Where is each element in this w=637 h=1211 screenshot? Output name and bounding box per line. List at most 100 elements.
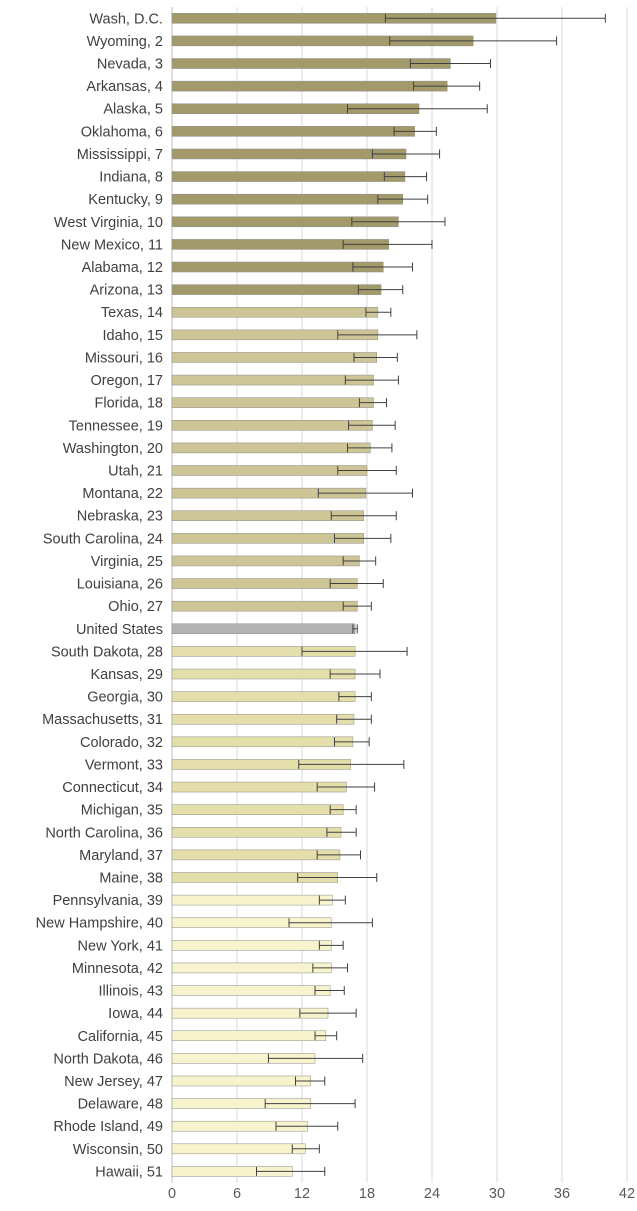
error-bar: [352, 262, 413, 272]
category-label: Hawaii, 51: [95, 1164, 163, 1180]
bars: [171, 13, 497, 1177]
error-bar: [297, 872, 378, 882]
bar: [171, 148, 407, 160]
error-bar: [342, 556, 377, 566]
error-bar: [264, 1099, 356, 1109]
category-labels: Wash, D.C. Wyoming, 2 Nevada, 3 Arkansas, 4…: [36, 11, 163, 1180]
category-label: Illinois, 43: [99, 984, 163, 1000]
gridlines: [171, 7, 628, 1183]
error-bar: [334, 533, 392, 543]
category-label: Wisconsin, 50: [73, 1142, 163, 1158]
category-label: Montana, 22: [82, 486, 163, 502]
category-label: Florida, 18: [94, 396, 163, 412]
error-bar: [337, 330, 418, 340]
category-label: New York, 41: [78, 938, 163, 954]
category-label: Maryland, 37: [79, 848, 163, 864]
bar: [171, 284, 382, 295]
error-bar: [393, 126, 437, 136]
bar: [171, 985, 331, 996]
bar: [171, 668, 356, 680]
bar: [171, 849, 341, 861]
bar: [171, 171, 406, 182]
error-bar: [348, 420, 396, 430]
error-bar: [413, 81, 481, 91]
bar: [171, 420, 373, 431]
error-bar: [267, 1053, 364, 1063]
category-label: Vermont, 33: [85, 757, 163, 773]
bar: [171, 940, 332, 951]
category-label: Nevada, 3: [97, 57, 163, 73]
category-label: Wash, D.C.: [89, 11, 163, 27]
category-label: Missouri, 16: [85, 350, 163, 366]
error-bar: [358, 398, 387, 408]
x-tick-label: 42: [619, 1186, 635, 1202]
error-bar: [314, 1031, 338, 1041]
category-label: Indiana, 8: [99, 170, 163, 186]
error-bar: [329, 669, 381, 679]
error-bar: [329, 805, 357, 815]
x-tick-label: 0: [168, 1186, 176, 1202]
error-bar: [342, 601, 372, 611]
bar: [171, 600, 358, 612]
error-bar: [347, 104, 488, 114]
error-bar: [357, 285, 404, 295]
bar: [171, 352, 377, 363]
error-bar: [298, 759, 405, 769]
category-label: South Dakota, 28: [51, 644, 163, 660]
x-axis-ticks: 0 6 12 18 24 30 36 42: [168, 1186, 635, 1202]
error-bar: [334, 737, 370, 747]
category-label: Minnesota, 42: [72, 961, 163, 977]
category-label: Mississippi, 7: [77, 147, 163, 163]
error-bar: [383, 172, 428, 182]
error-bar: [316, 850, 361, 860]
category-label: Kansas, 29: [90, 667, 163, 683]
category-label: Texas, 14: [101, 305, 163, 321]
error-bar: [365, 307, 392, 317]
bar: [171, 442, 371, 454]
error-bar: [326, 827, 357, 837]
bar: [171, 804, 344, 815]
category-label: United States: [76, 622, 163, 638]
x-tick-label: 6: [233, 1186, 241, 1202]
category-label: Massachusetts, 31: [42, 712, 163, 728]
category-label: Oklahoma, 6: [81, 124, 163, 140]
category-label: Alabama, 12: [82, 260, 163, 276]
error-bar: [295, 1076, 326, 1086]
error-bar: [352, 624, 358, 634]
error-bar: [371, 149, 441, 159]
error-bar: [353, 352, 398, 362]
category-label: Arkansas, 4: [86, 79, 163, 95]
category-label: West Virginia, 10: [54, 215, 163, 231]
category-label: Delaware, 48: [78, 1097, 163, 1113]
bar: [171, 555, 360, 567]
error-bar: [409, 59, 491, 69]
bar: [171, 397, 374, 408]
error-bar: [342, 239, 433, 249]
category-label: Washington, 20: [63, 441, 163, 457]
category-label: Virginia, 25: [91, 554, 163, 570]
category-label: North Carolina, 36: [45, 825, 163, 841]
bar: [171, 306, 379, 318]
error-bar: [275, 1121, 339, 1131]
bar: [171, 193, 403, 205]
category-label: Colorado, 32: [80, 735, 163, 751]
category-label: New Hampshire, 40: [36, 916, 163, 932]
bar: [171, 578, 358, 589]
error-bar: [389, 36, 558, 46]
category-label: California, 45: [78, 1029, 163, 1045]
category-label: South Carolina, 24: [43, 531, 163, 547]
category-label: Ohio, 27: [108, 599, 163, 615]
bar: [171, 736, 354, 748]
bar: [171, 1030, 327, 1042]
bar: [171, 1075, 311, 1087]
category-label: Maine, 38: [99, 870, 163, 886]
category-label: Wyoming, 2: [87, 34, 163, 50]
category-label: Nebraska, 23: [77, 509, 163, 525]
error-bar: [301, 646, 408, 656]
error-bar: [330, 511, 397, 521]
error-bar: [256, 1166, 326, 1176]
error-bar: [318, 895, 346, 905]
category-label: Kentucky, 9: [88, 192, 163, 208]
error-bar: [347, 443, 393, 453]
